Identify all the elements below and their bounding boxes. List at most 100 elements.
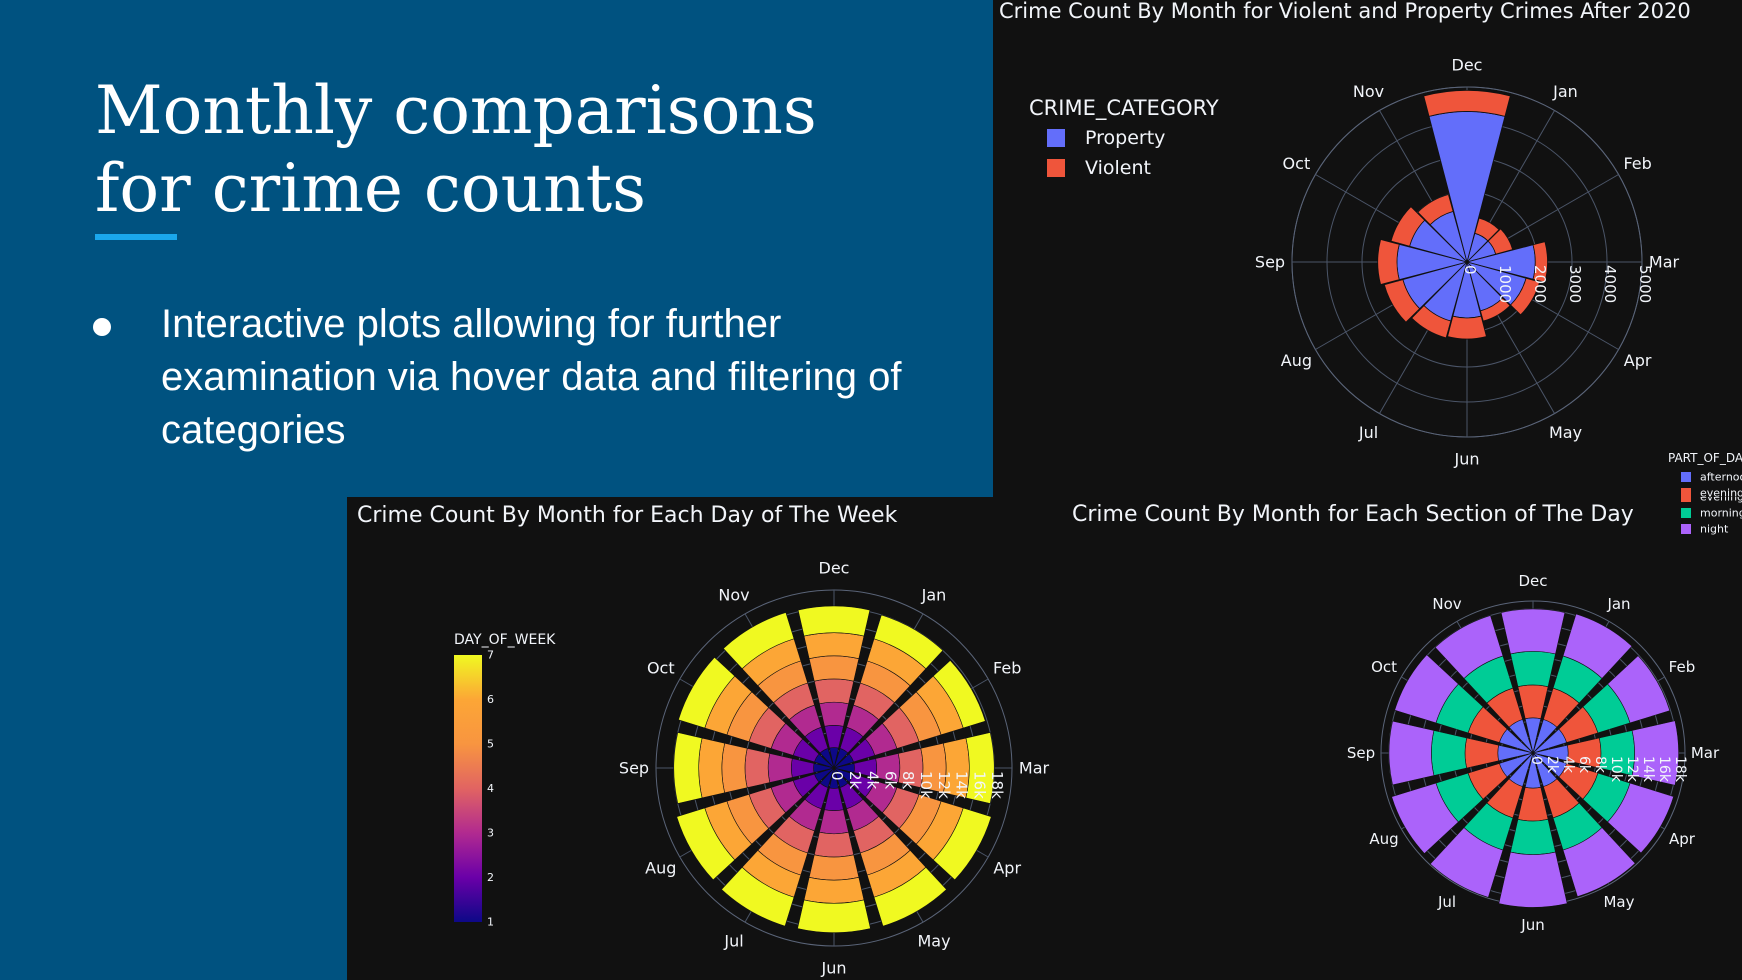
bar-segment	[1390, 206, 1426, 247]
chart-panel-bottom[interactable]: Crime Count By Month for Each Day of The…	[347, 497, 1742, 980]
chart-title: Crime Count By Month for Each Day of The…	[357, 503, 898, 528]
radial-tick-label: 4000	[1601, 265, 1619, 303]
angular-tick-label: Jan	[1552, 82, 1578, 101]
bar-segment	[1510, 818, 1556, 855]
bar-segment	[744, 747, 771, 789]
legend-swatch-violent	[1047, 159, 1065, 177]
angular-tick-label: May	[1603, 893, 1634, 911]
angular-tick-label: Oct	[1283, 154, 1311, 173]
bar-segment	[1417, 194, 1454, 226]
angular-tick-label: Jun	[821, 959, 847, 978]
angular-tick-label: Feb	[993, 659, 1021, 678]
radial-tick-label: 16k	[1656, 756, 1672, 783]
angular-tick-label: Dec	[1518, 572, 1547, 590]
radial-tick-label: 5000	[1636, 265, 1654, 303]
angular-tick-label: Jun	[1454, 450, 1480, 469]
legend-entry-violent: Violent	[1085, 157, 1151, 179]
bar-segment	[932, 659, 986, 729]
bar-segment	[1377, 239, 1400, 285]
angular-tick-label: Sep	[1255, 253, 1285, 272]
angular-tick-label: Sep	[1347, 744, 1375, 762]
bar-segment	[824, 787, 844, 812]
bar-segment	[1517, 684, 1549, 720]
legend-entry-afternoo: afternoo	[1700, 471, 1742, 484]
bar-segment	[1562, 613, 1633, 679]
radial-tick-label: 2000	[1531, 265, 1549, 303]
bars-part-of-day	[1388, 608, 1679, 908]
angular-tick-label: Nov	[718, 585, 749, 604]
radial-tick-label: 10k	[1608, 756, 1624, 783]
bar-segment	[698, 737, 726, 799]
angular-tick-label: May	[917, 932, 950, 951]
bar-segment	[1510, 651, 1556, 688]
bar-segment	[803, 632, 865, 660]
bar-segment	[1487, 228, 1514, 255]
bar-segment	[1510, 277, 1541, 316]
angular-tick-label: Apr	[1624, 351, 1652, 370]
angular-tick-label: Nov	[1353, 82, 1384, 101]
bar-segment	[721, 742, 748, 794]
radial-tick-label: 8k	[1592, 756, 1608, 774]
slide-title-line-1: Monthly comparisons	[95, 72, 817, 149]
bar-segment	[808, 655, 860, 682]
radial-tick-labels-violent-property: 0 1000 2000 3000 4000 5000	[1461, 265, 1654, 303]
angular-tick-label: Jul	[1437, 893, 1456, 911]
radial-tick-label: 4k	[864, 771, 882, 790]
month-labels-day-of-week: Jan Feb Mar Apr May Jun Jul Aug Sep Oct Nov Dec	[619, 559, 1050, 978]
bar-segment	[678, 656, 736, 729]
bar-segment	[1517, 786, 1549, 822]
bar-segment	[1423, 90, 1511, 117]
colorbar-tick-label: 6	[487, 693, 494, 706]
legend-title: PART_OF_DA	[1668, 451, 1742, 465]
radial-tick-label: 14k	[953, 771, 971, 799]
radial-tick-label: 2k	[1544, 756, 1560, 774]
angular-tick-label: Sep	[619, 759, 649, 778]
bar-segment	[721, 866, 795, 927]
angular-tick-label: Feb	[1669, 658, 1696, 676]
bar-segment	[1607, 782, 1674, 854]
bar-segment	[803, 876, 865, 904]
chart-title: Crime Count By Month for Violent and Pro…	[999, 0, 1691, 23]
angular-tick-label: Mar	[1019, 759, 1050, 778]
month-labels-part-of-day: Jan Feb Mar Apr May Jun Jul Aug Sep Oct Nov Dec	[1347, 572, 1720, 934]
bar-segment	[1447, 315, 1487, 340]
polar-chart-violent-property[interactable]: Crime Count By Month for Violent and Pro…	[993, 0, 1742, 497]
angular-tick-label: Apr	[993, 859, 1021, 878]
legend-swatch-property	[1047, 129, 1065, 147]
legend-swatch-morning	[1681, 508, 1691, 518]
bullet-dot-icon	[93, 318, 111, 336]
legend-title: CRIME_CATEGORY	[1029, 96, 1219, 121]
bar-segment	[1479, 297, 1511, 322]
bar-segment	[1383, 279, 1421, 323]
bar-segment	[790, 758, 815, 778]
radial-tick-label: 1000	[1496, 265, 1514, 303]
bar-segment	[1411, 305, 1452, 339]
radial-tick-label: 14k	[1640, 756, 1656, 783]
legend-entry-morning: morning	[1700, 507, 1742, 520]
radial-tick-label: 10k	[917, 771, 935, 799]
legend-swatch-night	[1681, 524, 1691, 534]
radial-tick-label: 18k	[988, 771, 1006, 799]
bar-segment	[1498, 851, 1568, 908]
radial-tick-label: 12k	[935, 771, 953, 799]
radial-tick-label: 4k	[1560, 756, 1576, 774]
bar-segment	[932, 807, 992, 881]
angular-tick-label: Jan	[1606, 595, 1630, 613]
legend-entry-night: night	[1700, 523, 1729, 536]
month-labels-violent-property: Jan Feb Mar Apr May Jun Jul Aug Sep Oct Nov Dec	[1255, 56, 1680, 469]
bar-segment	[1391, 782, 1459, 854]
colorbar-tick-label: 2	[487, 871, 494, 884]
bar-segment	[808, 854, 860, 881]
legend-swatch-afternoo	[1681, 472, 1691, 482]
bar-segment	[1474, 217, 1500, 242]
polar-charts-bottom[interactable]: Crime Count By Month for Each Day of The…	[347, 497, 1742, 980]
chart-panel-violent-property[interactable]: Crime Count By Month for Violent and Pro…	[993, 0, 1742, 497]
angular-tick-label: Jul	[1358, 423, 1378, 442]
radial-tick-labels-day-of-week: 0 2k 4k 6k 8k 10k 12k 14k 16k 18k	[828, 771, 1006, 799]
radial-tick-label: 12k	[1624, 756, 1640, 783]
polar-part-of-day: Jan Feb Mar Apr May Jun Jul Aug Sep Oct Nov Dec 0 2k 4…	[1347, 572, 1720, 934]
bullet-text: Interactive plots allowing for further e…	[161, 302, 902, 452]
radial-tick-label: 0	[1528, 756, 1544, 765]
colorbar-tick-label: 4	[487, 782, 494, 795]
colorbar-title: DAY_OF_WEEK	[454, 632, 556, 648]
